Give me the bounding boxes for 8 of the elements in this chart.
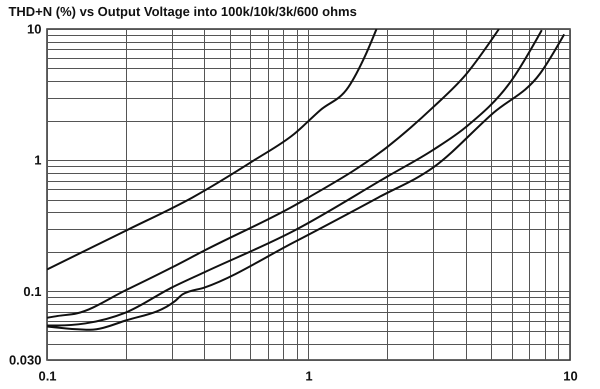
x-tick-label: 1: [305, 368, 313, 384]
x-tick-label: 10: [563, 368, 578, 384]
y-tick-label: 10: [27, 22, 42, 36]
x-tick-label: 0.1: [38, 368, 57, 384]
chart-title: THD+N (%) vs Output Voltage into 100k/10k/3k/600 ohms: [8, 4, 357, 19]
y-tick-label: 0.030: [8, 352, 42, 368]
y-tick-label: 0.1: [23, 284, 42, 299]
y-tick-label: 1: [34, 152, 42, 168]
